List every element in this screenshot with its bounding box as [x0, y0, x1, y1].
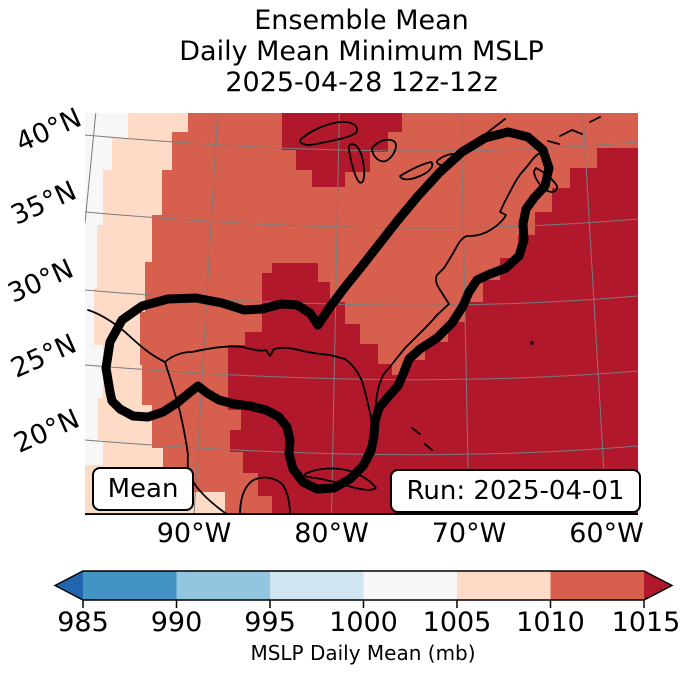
colorbar-segment-1005-1010: [457, 571, 551, 600]
cb-tick-1015: 1015: [611, 607, 681, 638]
colorbar-segment-985-990: [83, 571, 177, 600]
mslp-region-1005-1010: [85, 113, 225, 515]
colorbar-tick-marks: [82, 600, 645, 608]
lat-tick-35n: 35°N: [6, 175, 82, 232]
cb-tick-1010: 1010: [516, 607, 585, 638]
mslp-region-1000-1005: [85, 113, 128, 465]
plot-title: Ensemble Mean Daily Mean Minimum MSLP 20…: [85, 5, 638, 98]
colorbar-segment-995-1000: [270, 571, 364, 600]
colorbar-caption: MSLP Daily Mean (mb): [250, 641, 476, 665]
colorbar-segment-1000-1005: [363, 571, 457, 600]
mean-annotation-text: Mean: [107, 474, 179, 504]
lon-tick-90w: 90°W: [156, 518, 232, 549]
mslp-map: [85, 113, 638, 515]
lat-tick-30n: 30°N: [3, 253, 79, 310]
mslp-region-over-1015-atlantic: [321, 148, 638, 515]
cb-tick-995: 995: [244, 607, 296, 638]
cb-tick-985: 985: [57, 607, 109, 638]
lon-tick-60w: 60°W: [569, 518, 644, 549]
title-line-3: 2025-04-28 12z-12z: [225, 67, 498, 98]
lon-tick-70w: 70°W: [431, 518, 507, 549]
run-annotation-text: Run: 2025-04-01: [406, 476, 625, 506]
run-annotation-box: Run: 2025-04-01: [390, 469, 641, 513]
lat-tick-40n: 40°N: [11, 102, 87, 159]
cb-tick-1000: 1000: [329, 607, 398, 638]
cb-tick-1005: 1005: [422, 607, 492, 638]
bermuda-island-dot: [530, 341, 534, 345]
lat-tick-20n: 20°N: [9, 403, 85, 460]
colorbar: [53, 570, 674, 608]
feature-contour-outline: [101, 127, 554, 494]
lon-tick-80w: 80°W: [294, 518, 369, 549]
colorbar-extend-low-arrow: [55, 571, 83, 600]
mean-annotation-box: Mean: [92, 467, 194, 511]
graticule-lines: [85, 113, 638, 515]
colorbar-segment-1010-1015: [550, 571, 644, 600]
title-line-2: Daily Mean Minimum MSLP: [179, 36, 544, 67]
title-line-1: Ensemble Mean: [254, 5, 469, 36]
cb-tick-990: 990: [150, 607, 203, 638]
colorbar-segment-990-995: [176, 571, 270, 600]
colorbar-extend-high-arrow: [644, 571, 672, 600]
lat-tick-25n: 25°N: [6, 328, 82, 385]
